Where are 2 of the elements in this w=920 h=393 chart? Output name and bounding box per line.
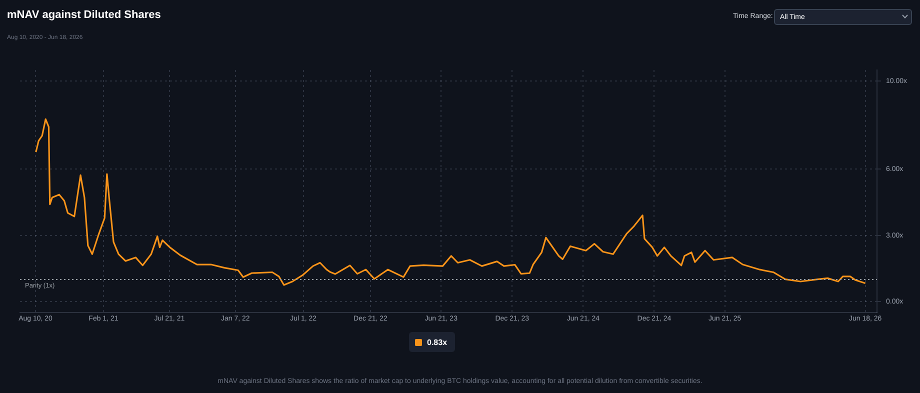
chart-title: mNAV against Diluted Shares — [7, 9, 161, 21]
text: 0.83x — [427, 338, 448, 346]
